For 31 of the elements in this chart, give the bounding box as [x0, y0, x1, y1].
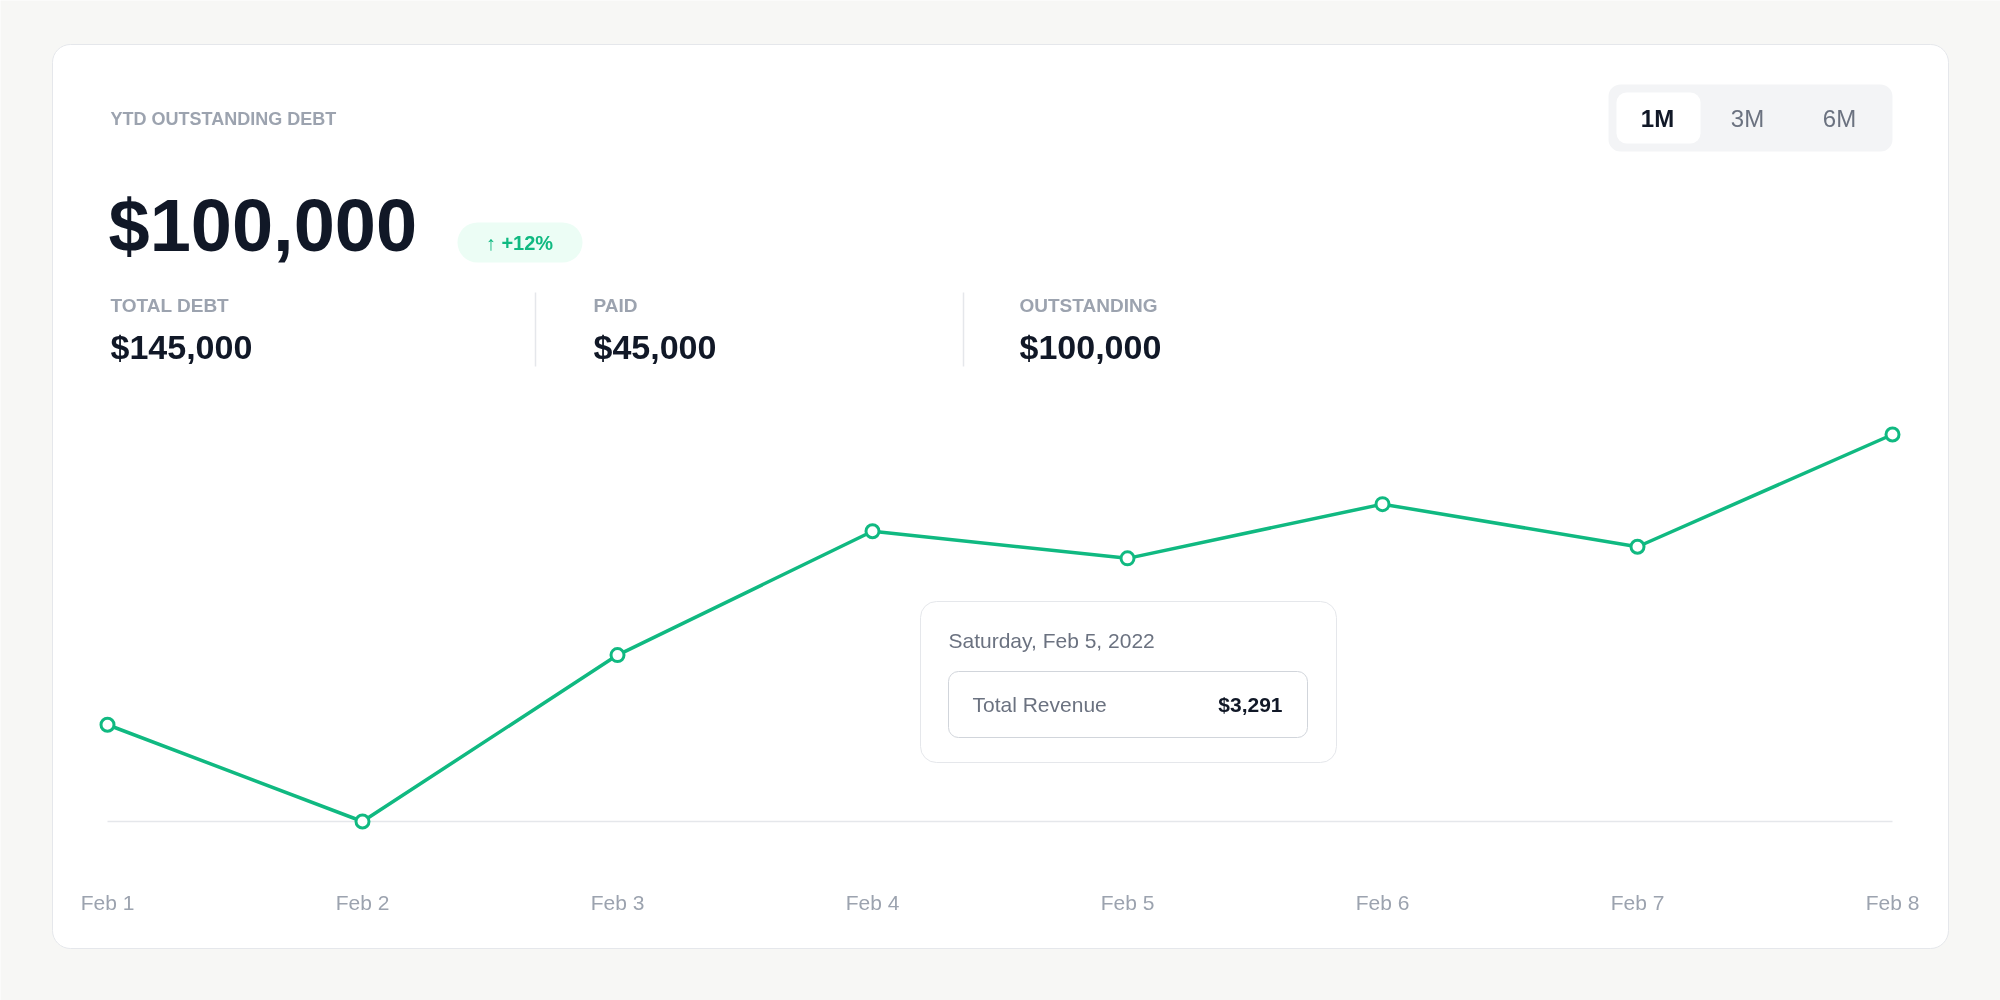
point [1629, 538, 1646, 555]
text: 6M [1822, 105, 1857, 132]
text: 3M [1730, 105, 1765, 132]
x-tick-label: Feb 6 [1355, 891, 1410, 914]
point [99, 716, 116, 733]
annotation: $3,291 [1218, 693, 1283, 716]
point [609, 647, 626, 664]
chart-subtitle: $100,000 [108, 184, 418, 267]
text: $145,000 [110, 327, 253, 366]
text: ↑ +12% [485, 231, 554, 254]
x-tick-label: Feb 3 [590, 891, 645, 914]
point [1884, 426, 1901, 443]
x-tick-label: Feb 1 [80, 891, 135, 914]
text: $100,000 [1019, 327, 1162, 366]
text: 1M [1640, 105, 1675, 132]
point [1119, 550, 1136, 567]
x-tick-label: Feb 5 [1100, 891, 1155, 914]
x-tick-label: Feb 2 [335, 891, 390, 914]
x-tick-label: Feb 8 [1865, 891, 1920, 914]
point [864, 523, 881, 540]
chart-title: YTD OUTSTANDING DEBT [110, 108, 337, 129]
text: TOTAL DEBT [110, 295, 230, 316]
annotation: Saturday, Feb 5, 2022 [948, 629, 1155, 652]
x-tick-label: Feb 4 [845, 891, 900, 914]
annotation: Total Revenue [972, 693, 1107, 716]
text: PAID [593, 295, 638, 316]
x-tick-label: Feb 7 [1610, 891, 1665, 914]
point [354, 813, 371, 830]
text: OUTSTANDING [1019, 295, 1158, 316]
point [1374, 496, 1391, 513]
text: $45,000 [593, 327, 717, 366]
